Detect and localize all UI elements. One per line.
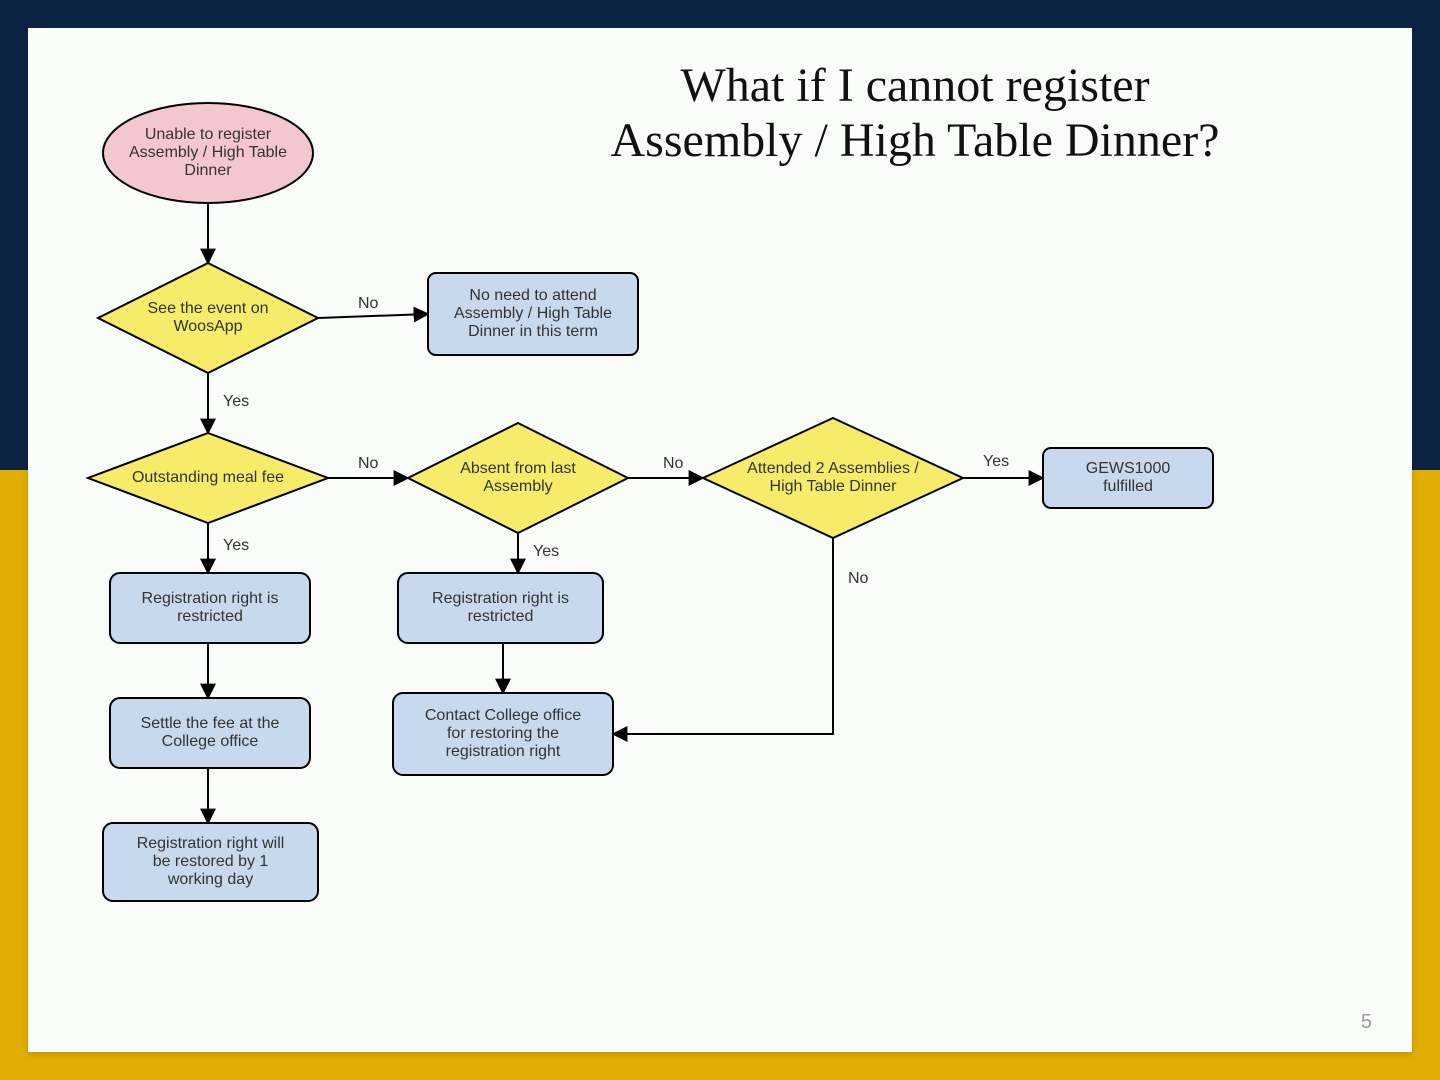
- svg-text:High Table Dinner: High Table Dinner: [770, 478, 898, 495]
- svg-text:Registration right is: Registration right is: [432, 590, 569, 607]
- svg-text:Registration right is: Registration right is: [142, 590, 279, 607]
- svg-text:working day: working day: [167, 871, 253, 888]
- svg-text:Assembly: Assembly: [483, 478, 552, 495]
- svg-text:WoosApp: WoosApp: [173, 318, 242, 335]
- svg-text:registration right: registration right: [446, 743, 561, 760]
- svg-text:Dinner in this term: Dinner in this term: [468, 323, 598, 340]
- svg-text:GEWS1000: GEWS1000: [1086, 460, 1171, 477]
- node-start: Unable to registerAssembly / High TableD…: [103, 103, 313, 203]
- svg-text:Dinner: Dinner: [184, 162, 232, 179]
- node-d_attended: Attended 2 Assemblies /High Table Dinner: [703, 418, 963, 538]
- svg-text:See the event on: See the event on: [148, 300, 269, 317]
- edge-label-2: Yes: [223, 393, 249, 410]
- node-p_noneed: No need to attendAssembly / High TableDi…: [428, 273, 638, 355]
- svg-text:Unable to register: Unable to register: [145, 126, 272, 143]
- node-p_fulfilled: GEWS1000fulfilled: [1043, 448, 1213, 508]
- svg-text:College office: College office: [162, 733, 259, 750]
- svg-text:Absent from last: Absent from last: [460, 460, 576, 477]
- edge-label-6: Yes: [533, 543, 559, 560]
- node-p_contact: Contact College officefor restoring ther…: [393, 693, 613, 775]
- svg-text:Registration right will: Registration right will: [137, 835, 285, 852]
- edge-label-8: No: [848, 570, 869, 587]
- svg-text:No need to attend: No need to attend: [469, 287, 596, 304]
- edge-label-3: No: [358, 455, 379, 472]
- svg-text:Outstanding meal fee: Outstanding meal fee: [132, 469, 284, 486]
- svg-text:Assembly / High Table: Assembly / High Table: [454, 305, 612, 322]
- node-d_absent: Absent from lastAssembly: [408, 423, 628, 533]
- edge-label-1: No: [358, 295, 379, 312]
- svg-text:Contact College office: Contact College office: [425, 707, 581, 724]
- slide: What if I cannot register Assembly / Hig…: [28, 28, 1412, 1052]
- flowchart: Unable to registerAssembly / High TableD…: [28, 28, 1412, 1052]
- svg-text:for restoring the: for restoring the: [447, 725, 559, 742]
- node-d_see: See the event onWoosApp: [98, 263, 318, 373]
- svg-text:fulfilled: fulfilled: [1103, 478, 1153, 495]
- svg-text:Settle the fee at the: Settle the fee at the: [141, 715, 280, 732]
- node-p_restr1: Registration right isrestricted: [110, 573, 310, 643]
- svg-text:Attended 2 Assemblies /: Attended 2 Assemblies /: [747, 460, 919, 477]
- svg-text:restricted: restricted: [468, 608, 534, 625]
- edge-label-7: Yes: [983, 453, 1009, 470]
- edge-1: [318, 314, 428, 318]
- svg-text:be restored by 1: be restored by 1: [153, 853, 269, 870]
- svg-text:restricted: restricted: [177, 608, 243, 625]
- page-number: 5: [1361, 1011, 1372, 1034]
- node-p_settle: Settle the fee at theCollege office: [110, 698, 310, 768]
- node-p_restored: Registration right willbe restored by 1w…: [103, 823, 318, 901]
- node-d_fee: Outstanding meal fee: [88, 433, 328, 523]
- node-p_restr2: Registration right isrestricted: [398, 573, 603, 643]
- edge-label-5: No: [663, 455, 684, 472]
- svg-text:Assembly / High Table: Assembly / High Table: [129, 144, 287, 161]
- edge-label-4: Yes: [223, 537, 249, 554]
- edge-8: [613, 538, 833, 734]
